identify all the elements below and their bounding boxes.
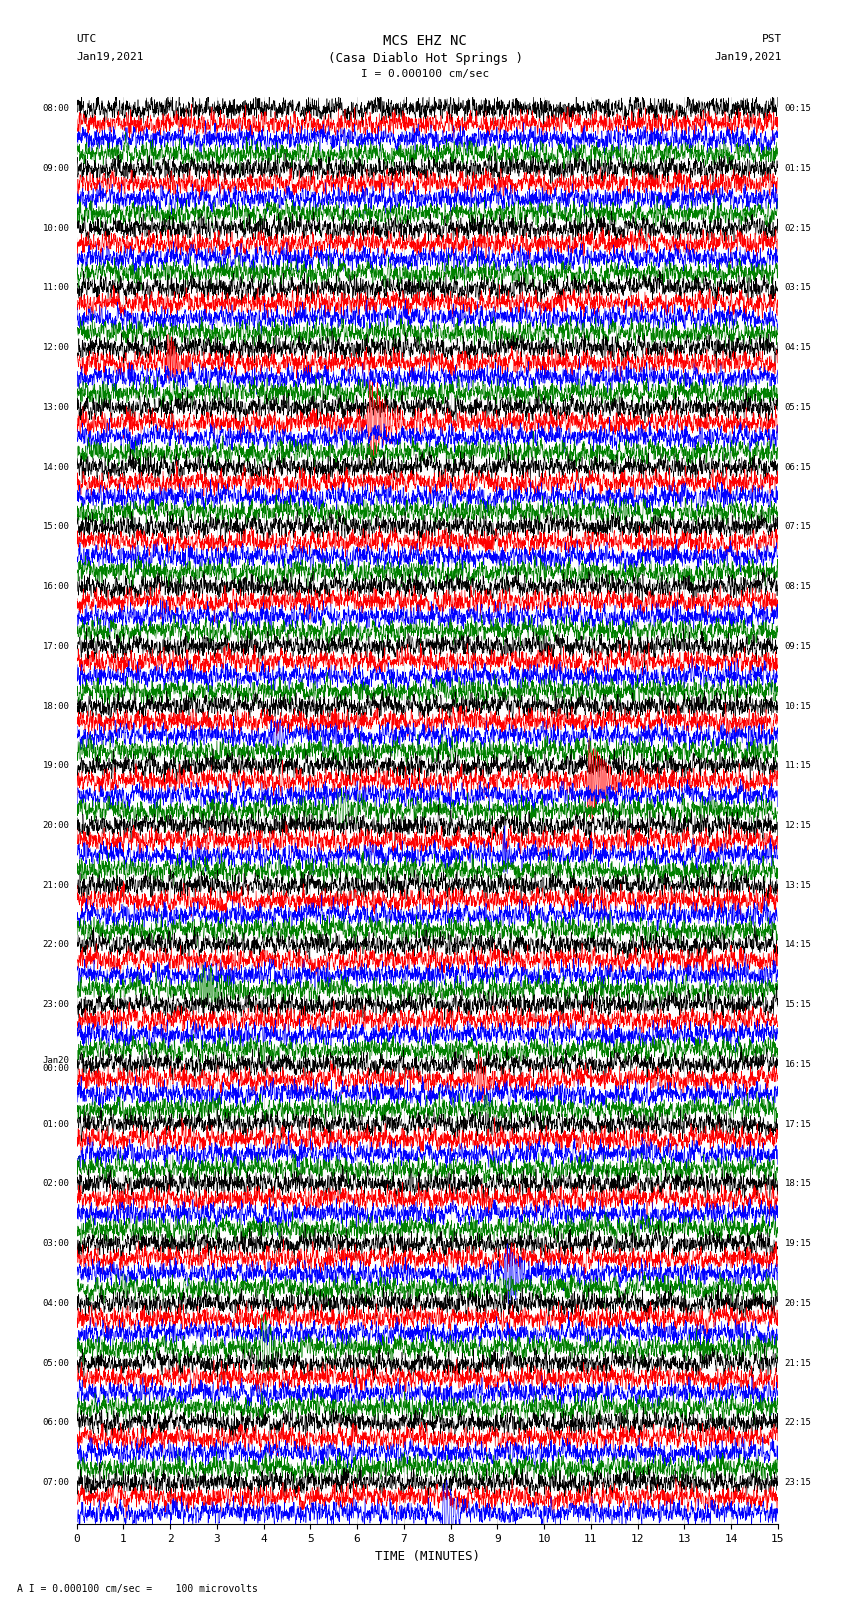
Text: 08:15: 08:15 (785, 582, 812, 590)
Text: 09:15: 09:15 (785, 642, 812, 650)
Text: 03:15: 03:15 (785, 284, 812, 292)
Text: 07:00: 07:00 (42, 1478, 70, 1487)
Text: 19:15: 19:15 (785, 1239, 812, 1248)
Text: 10:15: 10:15 (785, 702, 812, 710)
Text: 13:00: 13:00 (42, 403, 70, 411)
X-axis label: TIME (MINUTES): TIME (MINUTES) (375, 1550, 479, 1563)
Text: A I = 0.000100 cm/sec =    100 microvolts: A I = 0.000100 cm/sec = 100 microvolts (17, 1584, 258, 1594)
Text: 18:00: 18:00 (42, 702, 70, 710)
Text: 20:15: 20:15 (785, 1298, 812, 1308)
Text: 04:15: 04:15 (785, 344, 812, 352)
Text: 18:15: 18:15 (785, 1179, 812, 1189)
Text: 08:00: 08:00 (42, 105, 70, 113)
Text: 23:15: 23:15 (785, 1478, 812, 1487)
Text: Jan19,2021: Jan19,2021 (76, 52, 144, 61)
Text: 14:15: 14:15 (785, 940, 812, 950)
Text: 02:15: 02:15 (785, 224, 812, 232)
Text: 14:00: 14:00 (42, 463, 70, 471)
Text: 16:15: 16:15 (785, 1060, 812, 1069)
Text: 10:00: 10:00 (42, 224, 70, 232)
Text: 19:00: 19:00 (42, 761, 70, 771)
Text: 12:00: 12:00 (42, 344, 70, 352)
Text: 17:15: 17:15 (785, 1119, 812, 1129)
Text: 05:15: 05:15 (785, 403, 812, 411)
Text: PST: PST (762, 34, 782, 44)
Text: 21:00: 21:00 (42, 881, 70, 890)
Text: 22:00: 22:00 (42, 940, 70, 950)
Text: 11:00: 11:00 (42, 284, 70, 292)
Text: 03:00: 03:00 (42, 1239, 70, 1248)
Text: 09:00: 09:00 (42, 165, 70, 173)
Text: 04:00: 04:00 (42, 1298, 70, 1308)
Text: 01:15: 01:15 (785, 165, 812, 173)
Text: 23:00: 23:00 (42, 1000, 70, 1010)
Text: 00:15: 00:15 (785, 105, 812, 113)
Text: 15:00: 15:00 (42, 523, 70, 531)
Text: 11:15: 11:15 (785, 761, 812, 771)
Text: MCS EHZ NC: MCS EHZ NC (383, 34, 467, 48)
Text: UTC: UTC (76, 34, 97, 44)
Text: 01:00: 01:00 (42, 1119, 70, 1129)
Text: 17:00: 17:00 (42, 642, 70, 650)
Text: (Casa Diablo Hot Springs ): (Casa Diablo Hot Springs ) (327, 52, 523, 65)
Text: 02:00: 02:00 (42, 1179, 70, 1189)
Text: I = 0.000100 cm/sec: I = 0.000100 cm/sec (361, 69, 489, 79)
Text: 06:00: 06:00 (42, 1418, 70, 1428)
Text: Jan20
00:00: Jan20 00:00 (42, 1057, 70, 1073)
Text: 05:00: 05:00 (42, 1358, 70, 1368)
Text: 16:00: 16:00 (42, 582, 70, 590)
Text: 13:15: 13:15 (785, 881, 812, 890)
Text: 15:15: 15:15 (785, 1000, 812, 1010)
Text: 06:15: 06:15 (785, 463, 812, 471)
Text: 21:15: 21:15 (785, 1358, 812, 1368)
Text: 22:15: 22:15 (785, 1418, 812, 1428)
Text: Jan19,2021: Jan19,2021 (715, 52, 782, 61)
Text: 12:15: 12:15 (785, 821, 812, 831)
Text: 20:00: 20:00 (42, 821, 70, 831)
Text: 07:15: 07:15 (785, 523, 812, 531)
